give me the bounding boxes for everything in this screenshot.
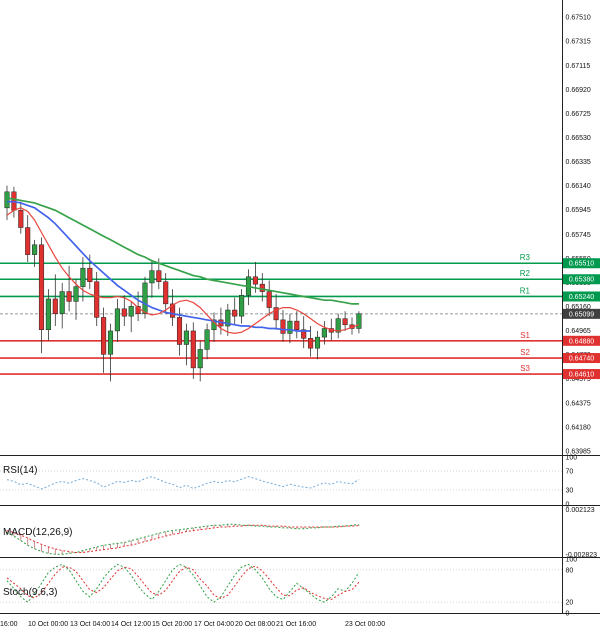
main-price-pane[interactable]: R3 R2 R1 S1 S2 S3 — [0, 185, 563, 382]
svg-text:0.65745: 0.65745 — [566, 232, 591, 239]
svg-text:14 Oct 12:00: 14 Oct 12:00 — [111, 621, 151, 628]
macd-pane[interactable]: 0.002123 -0.002823 — [6, 507, 598, 559]
svg-text:0.64180: 0.64180 — [566, 424, 591, 431]
svg-text:0.64740: 0.64740 — [569, 356, 594, 363]
svg-text:100: 100 — [566, 557, 578, 564]
svg-text:0.66920: 0.66920 — [566, 87, 591, 94]
svg-text:16:00: 16:00 — [0, 621, 18, 628]
svg-text:S3: S3 — [520, 364, 530, 373]
svg-text:0.67510: 0.67510 — [566, 15, 591, 22]
svg-text:R3: R3 — [520, 253, 531, 262]
svg-text:23 Oct 00:00: 23 Oct 00:00 — [345, 621, 385, 628]
svg-text:0.65945: 0.65945 — [566, 207, 591, 214]
svg-text:0.002123: 0.002123 — [566, 507, 595, 514]
svg-text:15 Oct 20:00: 15 Oct 20:00 — [152, 621, 192, 628]
svg-text:0.67315: 0.67315 — [566, 39, 591, 46]
svg-text:0.64965: 0.64965 — [566, 328, 591, 335]
svg-text:0.64375: 0.64375 — [566, 400, 591, 407]
svg-text:0.63985: 0.63985 — [566, 448, 591, 455]
svg-text:21 Oct 16:00: 21 Oct 16:00 — [276, 621, 316, 628]
svg-text:S1: S1 — [520, 331, 530, 340]
panel-separators — [0, 0, 600, 614]
svg-text:100: 100 — [566, 455, 578, 462]
svg-text:0.64610: 0.64610 — [569, 372, 594, 379]
stoch-panel-label: Stoch(9,6,3) — [3, 587, 58, 598]
svg-text:S2: S2 — [520, 348, 530, 357]
svg-text:0.67115: 0.67115 — [566, 63, 591, 70]
rsi-panel-label: RSI(14) — [3, 465, 38, 476]
svg-text:0.65160: 0.65160 — [566, 304, 591, 311]
svg-text:0.65099: 0.65099 — [569, 311, 594, 318]
svg-text:30: 30 — [566, 487, 574, 494]
macd-panel-label: MACD(12,26,9) — [3, 527, 73, 538]
svg-text:17 Oct 04:00: 17 Oct 04:00 — [194, 621, 234, 628]
svg-text:10 Oct 00:00: 10 Oct 00:00 — [28, 621, 68, 628]
svg-text:0.66530: 0.66530 — [566, 135, 591, 142]
svg-text:80: 80 — [566, 567, 574, 574]
svg-text:R2: R2 — [520, 269, 531, 278]
svg-text:0.65380: 0.65380 — [569, 277, 594, 284]
time-axis[interactable]: 16:00 10 Oct 00:00 13 Oct 04:00 14 Oct 12:0… — [0, 621, 385, 628]
svg-text:R1: R1 — [520, 286, 531, 295]
svg-text:0.65240: 0.65240 — [569, 294, 594, 301]
svg-text:70: 70 — [566, 469, 574, 476]
svg-text:0.65510: 0.65510 — [569, 261, 594, 268]
svg-text:0.66335: 0.66335 — [566, 159, 591, 166]
price-axis[interactable]: 0.67510 0.67315 0.67115 0.66920 0.66725 0.665… — [563, 15, 600, 456]
svg-text:0.66725: 0.66725 — [566, 111, 591, 118]
svg-text:0.66140: 0.66140 — [566, 183, 591, 190]
svg-text:13 Oct 04:00: 13 Oct 04:00 — [70, 621, 110, 628]
svg-text:0.64880: 0.64880 — [569, 338, 594, 345]
svg-text:20: 20 — [566, 600, 574, 607]
svg-text:-0.002823: -0.002823 — [566, 552, 598, 559]
svg-text:0.64575: 0.64575 — [566, 376, 591, 383]
svg-text:20 Oct 08:00: 20 Oct 08:00 — [235, 621, 275, 628]
